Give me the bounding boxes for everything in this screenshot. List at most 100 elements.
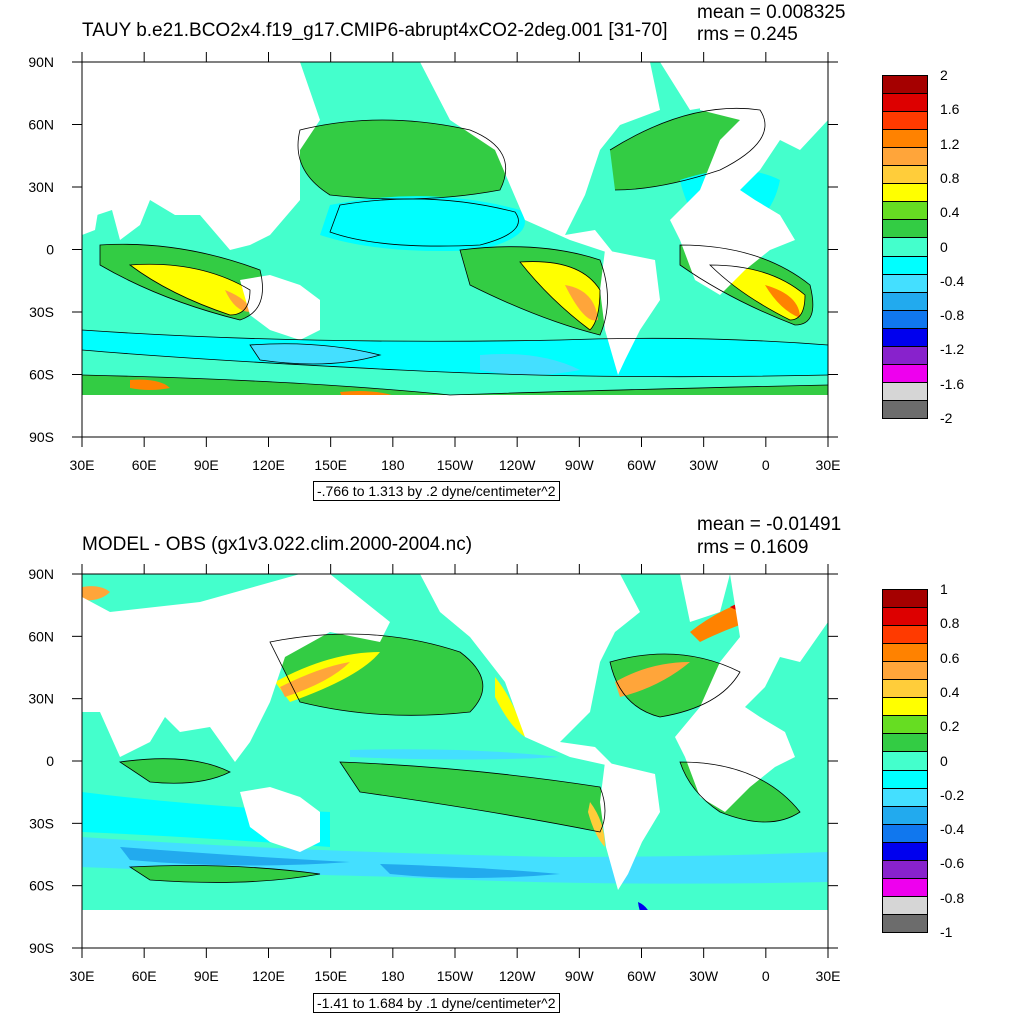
x-tick-label: 120E (252, 457, 285, 473)
colorbar-swatch (882, 769, 928, 789)
colorbar-label: -0.4 (940, 821, 965, 838)
colorbar-swatch (882, 841, 928, 861)
top-panel: TAUY b.e21.BCO2x4.f19_g17.CMIP6-abrupt4x… (28, 2, 965, 501)
south-pacific-yellow (520, 261, 600, 330)
x-tick-label: 180 (381, 457, 405, 473)
colorbar-swatch (882, 913, 928, 933)
y-tick-label: 30S (29, 815, 54, 831)
colorbar-label: 0.8 (940, 615, 960, 632)
contour-info: -1.41 to 1.684 by .1 dyne/centimeter^2 (313, 993, 560, 1013)
southern-ocean-strong-negative-2 (480, 354, 580, 375)
indian-ocean-orange (225, 290, 250, 312)
colorbar-swatch (882, 201, 928, 221)
y-tick-label: 60S (29, 878, 54, 894)
map-field (82, 574, 828, 948)
colorbar-swatch (882, 697, 928, 717)
mean-value: mean = 0.008325 (697, 2, 846, 23)
indian-ocean-positive (120, 758, 230, 784)
south-atlantic-orange (765, 285, 800, 318)
x-tick-label: 180 (381, 968, 405, 984)
rms-value: rms = 0.245 (697, 24, 798, 45)
land (82, 62, 828, 437)
colorbar-label: -0.4 (940, 272, 965, 289)
southern-ocean-blue-2 (380, 864, 560, 878)
colorbar-swatch (882, 93, 928, 113)
y-tick-label: 0 (46, 753, 54, 769)
colorbar-swatch (882, 895, 928, 915)
colorbar-label: -0.2 (940, 786, 965, 803)
x-tick-label: 150E (314, 457, 347, 473)
y-tick-label: 30N (28, 691, 54, 707)
axis-ticks: 30E 60E 90E 120E 150E 180 150W 120W 90W 60W 30W 0 30… (28, 564, 840, 984)
colorbar-swatch (882, 237, 928, 257)
colorbar-swatch (882, 75, 928, 95)
colorbar-label: -2 (940, 410, 953, 426)
kuroshio-orange (280, 662, 350, 697)
north-atlantic-positive (610, 108, 765, 190)
colorbar-label: -0.6 (940, 855, 965, 872)
colorbar-swatch (882, 877, 928, 897)
tauy-map: 30E 60E 90E 120E 150E 180 150W 120W 90W 60W 30W 0 30… (28, 52, 840, 473)
rms-value: rms = 0.1609 (697, 537, 809, 558)
colorbar-swatch (882, 183, 928, 203)
colorbar-swatch (882, 679, 928, 699)
colorbar-swatch (882, 129, 928, 149)
equatorial-pacific-positive (340, 762, 605, 832)
colorbar-swatch (882, 381, 928, 401)
colorbar-swatch (882, 607, 928, 627)
land-north-america (420, 574, 640, 767)
south-pacific-orange (565, 285, 598, 321)
colorbar-swatch (882, 255, 928, 275)
colorbar-label: 0.8 (940, 169, 960, 186)
colorbar-swatch (882, 291, 928, 311)
contours (82, 107, 828, 396)
land-australia (240, 275, 320, 340)
x-tick-label: 60W (627, 457, 657, 473)
y-tick-label: 60N (28, 628, 54, 644)
x-tick-label: 90E (194, 457, 219, 473)
colorbar-label: 0.2 (940, 718, 960, 735)
x-tick-label: 90E (194, 968, 219, 984)
y-tick-label: 90N (28, 566, 54, 582)
land-south-america (600, 250, 660, 375)
x-tick-label: 60W (627, 968, 657, 984)
colorbar-label: -1 (940, 924, 953, 940)
x-tick-label: 30W (689, 457, 719, 473)
colorbar-label: -1.2 (940, 341, 965, 358)
land-south-america (600, 762, 660, 890)
colorbar-swatch (882, 309, 928, 329)
y-tick-label: 60N (28, 117, 54, 133)
colorbar-label: -0.8 (940, 307, 965, 324)
y-tick-label: 90S (29, 940, 54, 956)
colorbar-swatch (882, 787, 928, 807)
colorbar-label: 0.4 (940, 683, 960, 700)
x-tick-label: 30W (689, 968, 719, 984)
x-tick-label: 60E (132, 457, 157, 473)
x-tick-label: 30E (816, 968, 841, 984)
colorbar-label: -1.6 (940, 375, 965, 392)
y-tick-label: 0 (46, 242, 54, 258)
colorbar-swatch (882, 399, 928, 419)
contour-info: -.766 to 1.313 by .2 dyne/centimeter^2 (313, 481, 560, 501)
colorbar-swatch (882, 661, 928, 681)
y-tick-label: 90N (28, 54, 54, 70)
colorbar-swatch (882, 751, 928, 771)
peru-yellow (588, 802, 605, 847)
colorbar-label: 2 (940, 67, 948, 83)
panel-title: TAUY b.e21.BCO2x4.f19_g17.CMIP6-abrupt4x… (82, 20, 668, 41)
model-obs-map: 30E 60E 90E 120E 150E 180 150W 120W 90W 60W 30W 0 30… (28, 564, 840, 984)
colorbar-swatch (882, 273, 928, 293)
panel-title: MODEL - OBS (gx1v3.022.clim.2000-2004.nc… (82, 534, 473, 555)
land-asia (82, 62, 320, 250)
y-tick-label: 60S (29, 367, 54, 383)
x-tick-label: 120W (499, 457, 536, 473)
y-tick-label: 90S (29, 429, 54, 445)
california-yellow (495, 677, 525, 737)
indian-ocean-yellow (130, 264, 250, 315)
x-tick-label: 60E (132, 968, 157, 984)
x-tick-label: 90W (565, 457, 595, 473)
colorbar-swatch (882, 733, 928, 753)
land (82, 574, 828, 948)
colorbar-label: 1 (940, 581, 948, 597)
land-europe-africa (670, 62, 828, 295)
